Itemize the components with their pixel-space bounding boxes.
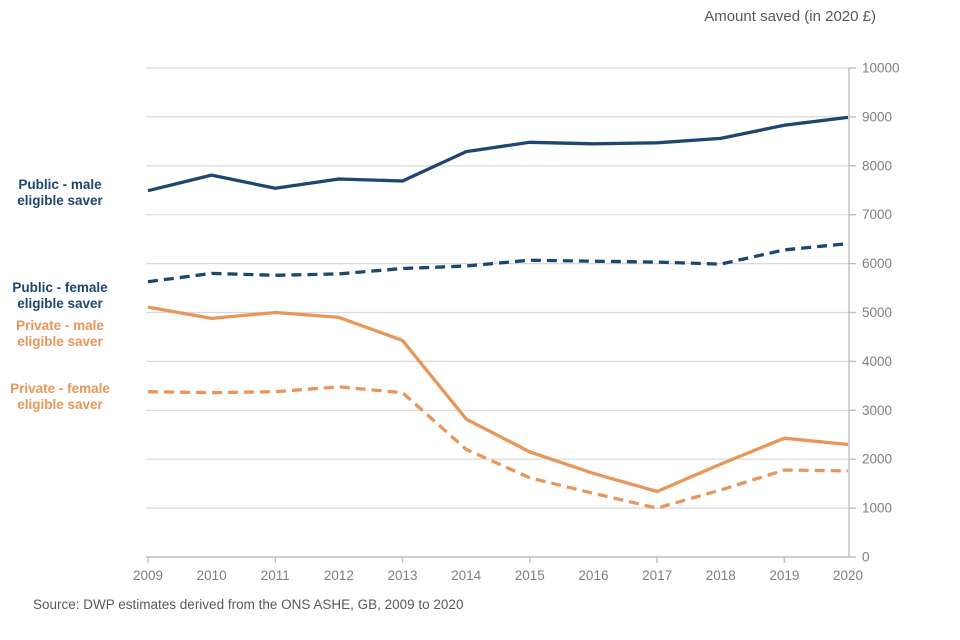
series-label-private-male: Private - male eligible saver bbox=[0, 318, 120, 350]
x-tick-label: 2013 bbox=[388, 568, 418, 583]
x-tick-label: 2017 bbox=[642, 568, 672, 583]
x-tick-label: 2020 bbox=[833, 568, 863, 583]
series-label-line: eligible saver bbox=[17, 334, 103, 349]
series-label-private-female: Private - female eligible saver bbox=[0, 381, 120, 413]
series-line-0 bbox=[147, 115, 849, 193]
y-tick-label: 8000 bbox=[862, 158, 892, 173]
y-tick-label: 4000 bbox=[862, 354, 892, 369]
x-tick-label: 2018 bbox=[706, 568, 736, 583]
series-label-line: eligible saver bbox=[17, 193, 103, 208]
y-tick-label: 5000 bbox=[862, 305, 892, 320]
y-tick-label: 1000 bbox=[862, 501, 892, 516]
y-tick-label: 3000 bbox=[862, 403, 892, 418]
y-tick-label: 10000 bbox=[862, 61, 900, 76]
series-label-line: eligible saver bbox=[17, 296, 103, 311]
series-line-3 bbox=[147, 385, 849, 510]
series-line-2 bbox=[147, 305, 849, 494]
series-label-line: Private - female bbox=[10, 381, 110, 396]
source-note: Source: DWP estimates derived from the O… bbox=[33, 597, 464, 612]
series-label-line: Private - male bbox=[16, 318, 104, 333]
y-tick-label: 9000 bbox=[862, 109, 892, 124]
x-tick-label: 2019 bbox=[769, 568, 799, 583]
y-tick-label: 7000 bbox=[862, 207, 892, 222]
y-tick-label: 6000 bbox=[862, 256, 892, 271]
chart-title: Amount saved (in 2020 £) bbox=[704, 8, 876, 25]
x-tick-label: 2011 bbox=[261, 568, 290, 583]
series-label-line: Public - male bbox=[18, 177, 102, 192]
x-tick-label: 2010 bbox=[197, 568, 227, 583]
series-label-line: eligible saver bbox=[17, 397, 103, 412]
y-tick-label: 2000 bbox=[862, 452, 892, 467]
series-line-1 bbox=[147, 241, 849, 284]
x-tick-label: 2015 bbox=[515, 568, 545, 583]
y-tick-label: 0 bbox=[862, 550, 870, 565]
x-tick-label: 2016 bbox=[578, 568, 608, 583]
x-tick-label: 2014 bbox=[451, 568, 482, 583]
series-label-public-male: Public - male eligible saver bbox=[0, 177, 120, 209]
x-tick-label: 2012 bbox=[324, 568, 354, 583]
series-label-public-female: Public - female eligible saver bbox=[0, 280, 120, 312]
x-tick-label: 2009 bbox=[133, 568, 163, 583]
series-label-line: Public - female bbox=[12, 280, 108, 295]
